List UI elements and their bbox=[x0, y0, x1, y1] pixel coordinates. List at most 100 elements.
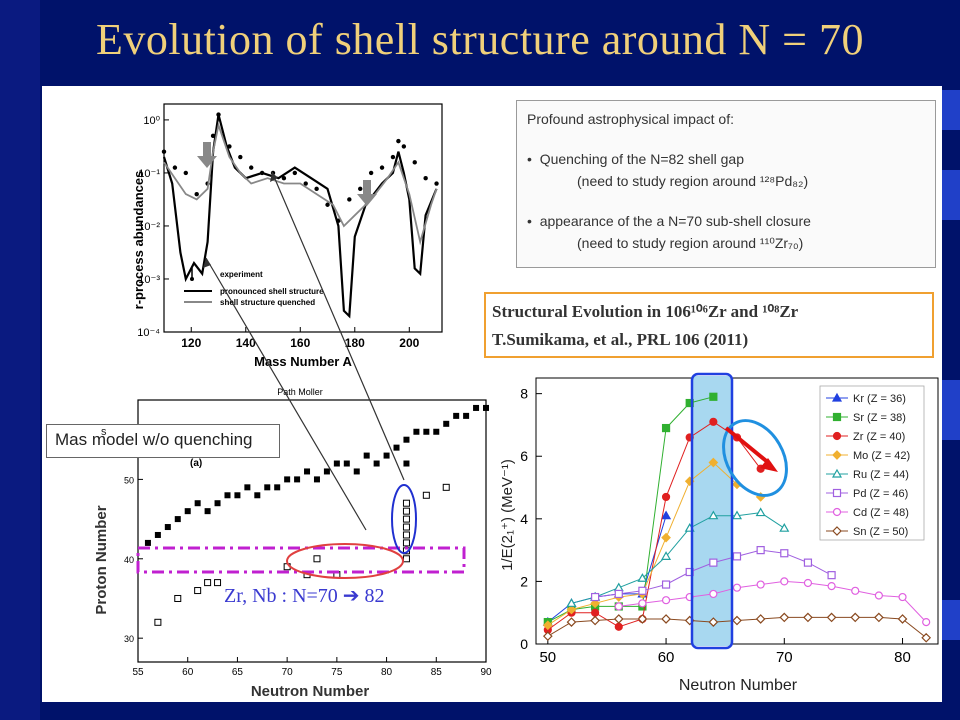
info-title: Profound astrophysical impact of: bbox=[527, 111, 734, 127]
proton-xtick-label: 60 bbox=[182, 667, 194, 678]
filled-nuclide-mark bbox=[343, 460, 350, 467]
filled-nuclide-mark bbox=[254, 492, 261, 499]
energy-xtick-label: 60 bbox=[658, 649, 675, 666]
info-bullet-1: • Quenching of the N=82 shell gap bbox=[527, 151, 744, 167]
series-marker bbox=[661, 492, 671, 502]
experiment-point bbox=[303, 181, 308, 186]
slide-title: Evolution of shell structure around N = … bbox=[95, 15, 864, 64]
proton-xtick-label: 70 bbox=[282, 667, 294, 678]
experiment-point bbox=[368, 170, 374, 176]
open-nuclide-mark bbox=[442, 483, 450, 491]
proton-xtick-label: 65 bbox=[232, 667, 244, 678]
series-marker bbox=[755, 507, 766, 517]
series-marker bbox=[803, 612, 813, 623]
filled-nuclide-mark bbox=[363, 452, 370, 459]
reference-line-1: Structural Evolution in 106¹⁰⁶Zr and ¹⁰⁸… bbox=[492, 302, 799, 321]
legend-entry: Sn (Z = 50) bbox=[853, 526, 908, 538]
filled-nuclide-mark bbox=[353, 468, 360, 475]
series-marker bbox=[590, 598, 600, 609]
experiment-point bbox=[172, 165, 178, 170]
experiment-point bbox=[434, 181, 439, 186]
series-marker bbox=[637, 573, 648, 582]
info-bullet-1-sub: (need to study region around ¹²⁸Pd₈₂) bbox=[577, 173, 809, 189]
series-marker bbox=[898, 592, 907, 602]
bg-stripe bbox=[940, 380, 960, 440]
model-label-small: s bbox=[101, 426, 107, 438]
bg-stripe bbox=[940, 600, 960, 640]
experiment-point bbox=[347, 197, 352, 202]
series-marker bbox=[661, 532, 671, 543]
reference-line-2: T.Sumikama, et al., PRL 106 (2011) bbox=[492, 330, 749, 349]
filled-nuclide-mark bbox=[194, 500, 201, 507]
legend-entry: Cd (Z = 48) bbox=[853, 507, 909, 519]
series-marker bbox=[780, 577, 789, 586]
zr-trend-ellipse bbox=[722, 419, 788, 497]
model-label-box: Mas model w/o quenching s bbox=[46, 424, 280, 458]
filled-nuclide-mark bbox=[423, 428, 430, 435]
series-marker bbox=[831, 392, 843, 402]
abundance-xlabel: Mass Number A bbox=[254, 354, 352, 369]
filled-nuclide-mark bbox=[264, 484, 271, 491]
open-nuclide-mark bbox=[154, 618, 162, 626]
proton-chart: 55 60 65 70 75 80 85 90 30 40 50 Path Moller (a) P… bbox=[93, 387, 492, 700]
proton-ytick-label: 30 bbox=[124, 634, 134, 644]
info-bullet-2: • appearance of the a N=70 sub-shell clo… bbox=[527, 213, 811, 229]
series-marker bbox=[708, 457, 719, 468]
experiment-point bbox=[238, 154, 243, 160]
energy-ytick-label: 4 bbox=[520, 511, 528, 527]
series-marker bbox=[832, 507, 842, 517]
energy-xtick-label: 50 bbox=[539, 649, 556, 666]
filled-nuclide-mark bbox=[244, 484, 251, 491]
filled-nuclide-mark bbox=[323, 468, 330, 475]
abundance-chart: 120 140 160 180 200 10⁰ 10⁻¹ 10⁻² 10⁻³ 10⁻⁴ experi… bbox=[131, 103, 443, 369]
series-marker bbox=[755, 614, 766, 624]
experiment-point bbox=[249, 165, 254, 170]
dashdot-highlight-box bbox=[136, 546, 466, 574]
series-marker bbox=[591, 592, 600, 602]
open-nuclide-mark bbox=[402, 539, 410, 547]
series-marker bbox=[803, 578, 813, 588]
series-marker bbox=[613, 582, 624, 592]
series-marker bbox=[897, 614, 908, 624]
series-marker bbox=[613, 614, 624, 624]
series-marker bbox=[756, 580, 765, 589]
energy-ytick-label: 8 bbox=[520, 386, 528, 402]
arrowhead-icon bbox=[760, 458, 778, 472]
series-marker bbox=[566, 617, 577, 627]
experiment-point bbox=[401, 144, 407, 149]
filled-nuclide-mark bbox=[473, 404, 480, 411]
filled-nuclide-mark bbox=[443, 420, 450, 427]
filled-nuclide-mark bbox=[234, 492, 241, 499]
proton-ytick-label: 50 bbox=[124, 475, 134, 485]
open-nuclide-mark bbox=[214, 579, 222, 587]
filled-nuclide-mark bbox=[294, 476, 301, 483]
energy-xtick-label: 80 bbox=[894, 649, 911, 666]
filled-nuclide-mark bbox=[304, 468, 311, 475]
series-marker bbox=[832, 431, 842, 441]
legend-entry: Zr (Z = 40) bbox=[853, 431, 905, 443]
proton-xtick-label: 90 bbox=[480, 667, 492, 678]
proton-ytick-label: 40 bbox=[124, 555, 134, 565]
bg-stripe bbox=[940, 170, 960, 220]
filled-nuclide-mark bbox=[403, 460, 410, 467]
open-nuclide-mark bbox=[402, 531, 410, 539]
open-nuclide-mark bbox=[402, 507, 410, 515]
series-marker bbox=[831, 468, 843, 478]
series-marker bbox=[637, 614, 648, 624]
open-nuclide-mark bbox=[402, 515, 410, 523]
series-marker bbox=[921, 632, 932, 643]
n64-highlight-frame bbox=[690, 372, 734, 650]
legend-entry: Mo (Z = 42) bbox=[853, 450, 910, 462]
series-marker bbox=[661, 614, 671, 624]
series-marker bbox=[566, 598, 577, 607]
series-line bbox=[547, 461, 761, 626]
energy-ytick-label: 2 bbox=[520, 573, 528, 589]
abundance-series-line bbox=[162, 114, 438, 319]
n64-highlight-band bbox=[692, 376, 732, 646]
series-marker bbox=[542, 620, 553, 631]
series-marker bbox=[780, 549, 789, 558]
series-marker bbox=[850, 612, 861, 623]
series-marker bbox=[590, 615, 600, 626]
series-marker bbox=[542, 631, 553, 642]
